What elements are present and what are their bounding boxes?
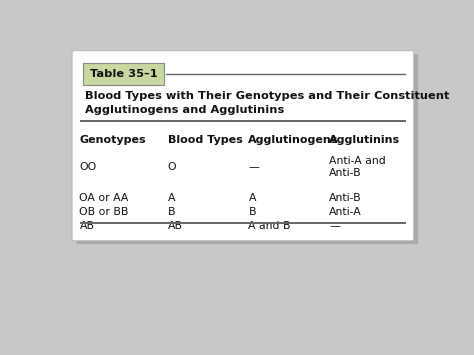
FancyBboxPatch shape bbox=[72, 51, 414, 241]
Text: B: B bbox=[248, 207, 256, 217]
Text: B: B bbox=[168, 207, 175, 217]
Text: AB: AB bbox=[168, 221, 182, 231]
Text: OB or BB: OB or BB bbox=[80, 207, 129, 217]
Text: Anti-B: Anti-B bbox=[329, 168, 362, 178]
FancyBboxPatch shape bbox=[76, 54, 418, 244]
Text: —: — bbox=[248, 162, 259, 172]
FancyBboxPatch shape bbox=[83, 63, 164, 85]
Text: AB: AB bbox=[80, 221, 94, 231]
Text: Agglutinogens: Agglutinogens bbox=[248, 135, 339, 144]
Text: Blood Types: Blood Types bbox=[168, 135, 242, 144]
Text: Anti-A: Anti-A bbox=[329, 207, 362, 217]
Text: A: A bbox=[248, 193, 256, 203]
Text: Anti-B: Anti-B bbox=[329, 193, 362, 203]
Text: OA or AA: OA or AA bbox=[80, 193, 129, 203]
Text: O: O bbox=[168, 162, 176, 172]
Text: Table 35–1: Table 35–1 bbox=[90, 69, 157, 79]
Text: Genotypes: Genotypes bbox=[80, 135, 146, 144]
Text: Blood Types with Their Genotypes and Their Constituent: Blood Types with Their Genotypes and The… bbox=[85, 91, 449, 101]
Text: Agglutinogens and Agglutinins: Agglutinogens and Agglutinins bbox=[85, 105, 284, 115]
Text: A and B: A and B bbox=[248, 221, 291, 231]
Text: —: — bbox=[329, 221, 340, 231]
Text: OO: OO bbox=[80, 162, 97, 172]
Text: Agglutinins: Agglutinins bbox=[329, 135, 401, 144]
Text: Anti-A and: Anti-A and bbox=[329, 156, 386, 166]
Text: A: A bbox=[168, 193, 175, 203]
